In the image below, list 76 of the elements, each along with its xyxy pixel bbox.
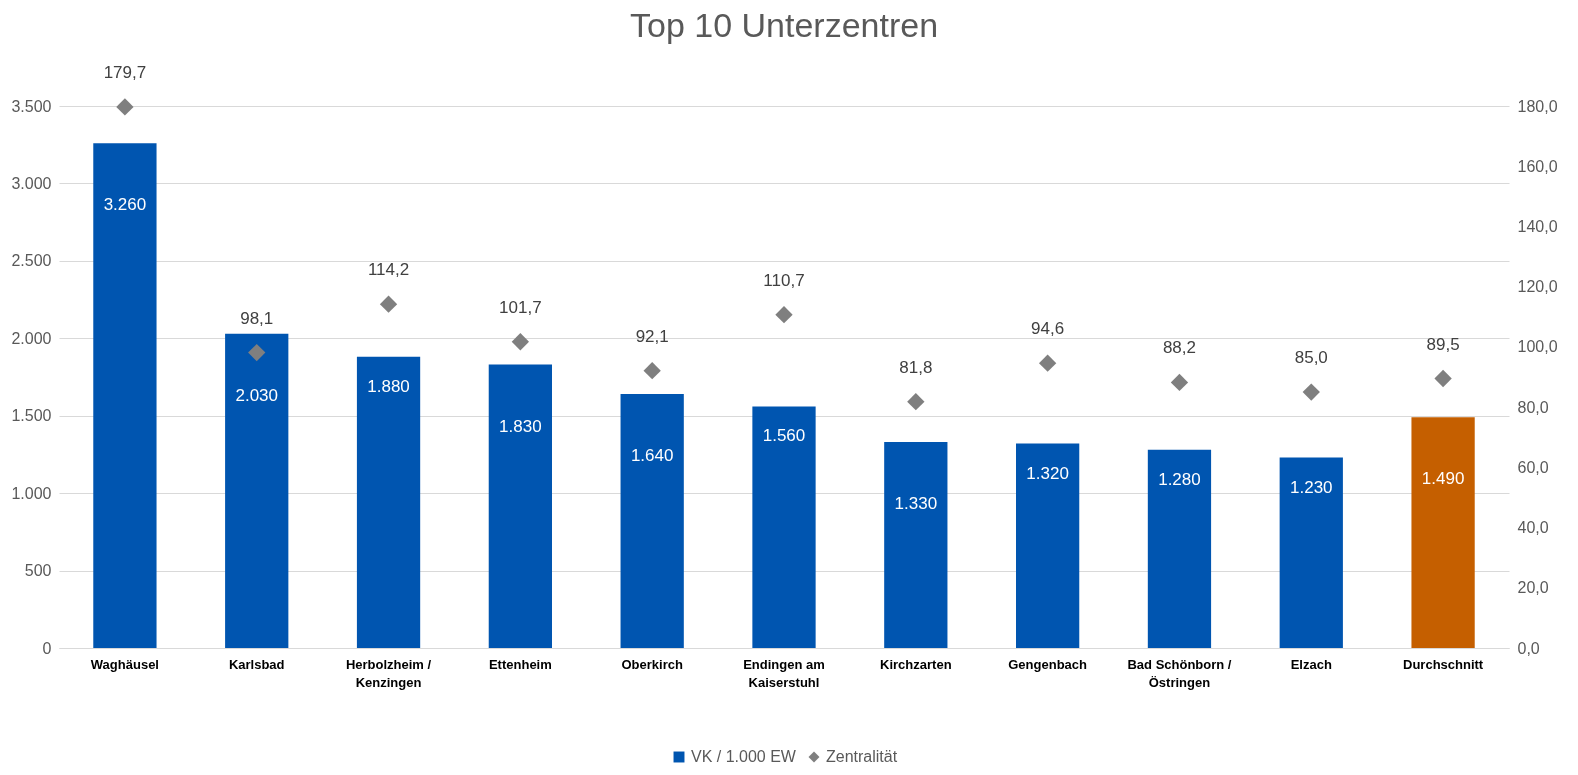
x-tick-label: Durchschnitt [1403,656,1484,672]
y2-tick-label: 100,0 [1517,338,1558,356]
data-label: 179,7 [103,62,147,82]
bar [884,442,948,648]
bar [620,394,684,648]
data-label: 1.880 [367,376,410,396]
x-tick-label: Endingen am Kaiserstuhl [743,656,825,690]
point [511,333,530,351]
data-label: 1.830 [499,416,542,436]
data-label: 114,2 [367,260,410,280]
point [379,295,398,313]
bar [1279,457,1343,648]
legend-label: Zentralität [826,748,898,765]
data-label: 101,7 [499,297,542,317]
data-label: 2.030 [235,385,278,405]
y-tick-label: 0 [42,639,52,657]
y2-tick-label: 80,0 [1517,398,1549,416]
y2-tick-label: 180,0 [1517,97,1558,115]
y2-tick-label: 40,0 [1517,519,1549,537]
y-tick-label: 500 [24,562,52,580]
x-tick-label: Kirchzarten [880,656,952,672]
data-label: 92,1 [635,326,669,346]
y2-tick-label: 140,0 [1517,217,1558,235]
point [1170,373,1189,392]
x-tick-label: Gengenbach [1008,656,1088,672]
x-tick-label: Bad Schönborn / Östringen [1127,656,1232,690]
y2-tick-label: 0,0 [1517,639,1540,657]
point [907,393,925,411]
bar [356,356,421,648]
y2-tick-label: 20,0 [1517,579,1549,597]
x-tick-label: Herbolzheim / Kenzingen [345,656,432,690]
bar [225,333,289,648]
data-label: 1.280 [1158,469,1201,489]
bar [1411,417,1475,648]
chart-title: Top 10 Unterzentren [629,5,939,44]
data-label: 88,2 [1162,338,1196,358]
data-label: 81,8 [899,357,933,377]
data-label: 1.560 [762,426,806,446]
y-tick-label: 3.000 [11,174,52,192]
y2-tick-label: 60,0 [1517,458,1549,476]
point [1038,354,1057,372]
point [1434,369,1452,388]
data-label: 1.230 [1290,477,1333,497]
point [1302,383,1320,401]
bar [1016,443,1080,648]
y2-tick-label: 160,0 [1517,157,1558,175]
bar [93,143,157,648]
point [116,98,134,116]
y2-tick-label: 120,0 [1517,278,1558,296]
bar [488,364,552,648]
point [248,343,266,362]
data-label: 1.490 [1421,469,1465,489]
x-tick-label: Waghäusel [90,656,159,672]
x-tick-label: Elzach [1290,656,1332,672]
x-tick-label: Ettenheim [488,656,552,672]
data-label: 3.260 [103,195,147,215]
y-tick-label: 1.500 [11,407,52,425]
y-tick-label: 1.000 [11,484,52,502]
y-tick-label: 2.500 [11,252,52,270]
bar [1147,449,1212,648]
data-label: 1.330 [894,494,938,514]
point [643,362,661,380]
legend-label: VK / 1.000 EW [691,748,797,765]
data-label: 110,7 [763,270,805,290]
data-label: 89,5 [1426,334,1460,354]
y-tick-label: 2.000 [11,329,52,347]
x-tick-label: Oberkirch [621,656,683,672]
data-label: 85,0 [1294,348,1328,368]
data-label: 1.640 [630,446,674,466]
bar [752,406,816,648]
data-label: 1.320 [1026,463,1069,483]
data-label: 98,1 [240,308,274,328]
data-label: 94,6 [1031,319,1065,339]
x-tick-label: Karlsbad [228,656,285,672]
y-tick-label: 3.500 [11,97,52,115]
point [775,306,793,324]
